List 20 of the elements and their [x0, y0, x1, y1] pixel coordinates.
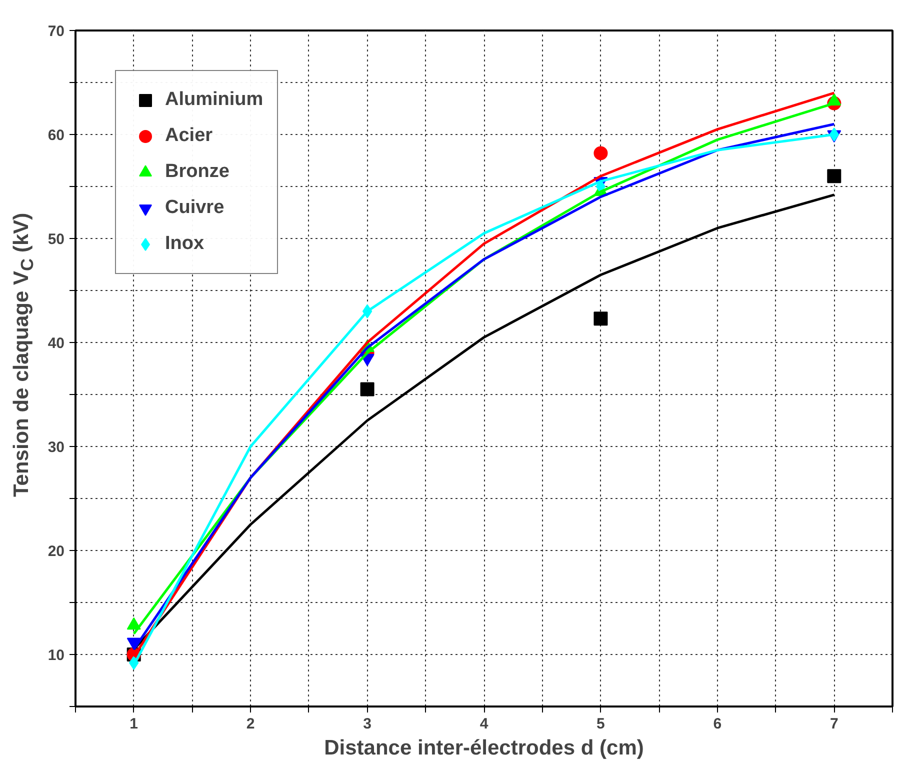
x-tick-label: 4	[480, 716, 489, 732]
x-tick-label: 5	[596, 716, 605, 732]
x-axis-title: Distance inter-électrodes d (cm)	[324, 736, 644, 760]
x-tick-label: 6	[713, 716, 722, 732]
y-tick-label: 70	[48, 23, 65, 40]
y-tick-label: 60	[48, 127, 65, 144]
legend-label: Cuivre	[165, 197, 224, 219]
legend-label: Bronze	[165, 161, 230, 183]
x-tick-label: 7	[830, 716, 838, 732]
x-tick-label: 2	[246, 716, 255, 732]
x-tick-label: 1	[130, 716, 138, 732]
x-tick-label: 3	[363, 716, 372, 732]
y-tick-label: 40	[48, 335, 65, 352]
y-tick-label: 10	[48, 647, 65, 664]
legend-label: Acier	[165, 125, 213, 147]
y-tick-label: 50	[48, 231, 65, 248]
y-tick-label: 30	[48, 439, 65, 456]
legend-label: Inox	[165, 233, 204, 255]
y-tick-label: 20	[48, 543, 65, 560]
legend-label: Aluminium	[165, 89, 264, 111]
